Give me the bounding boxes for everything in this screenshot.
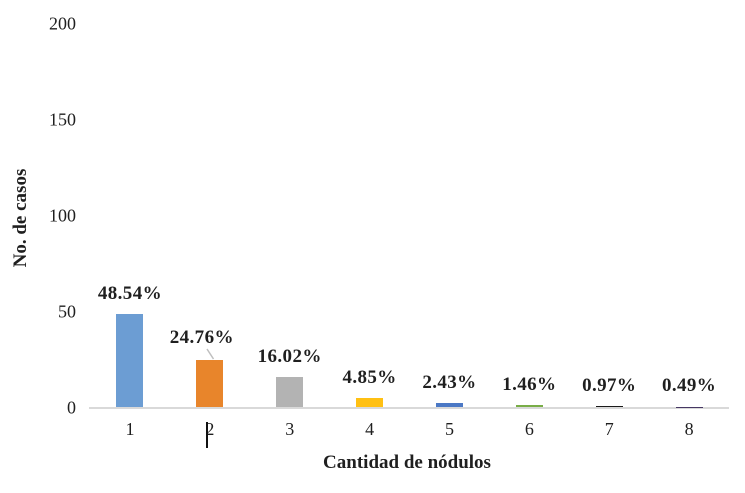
bar-data-label: 0.97%: [582, 374, 637, 396]
bar-category-8: [675, 406, 703, 408]
y-tick-label: 200: [49, 13, 76, 33]
bar-category-7: [595, 405, 623, 408]
bar-category-5: [435, 402, 463, 408]
bar-data-label: 4.85%: [342, 367, 397, 389]
x-tick-label: 6: [524, 419, 534, 439]
bar-data-label: 1.46%: [502, 373, 557, 395]
x-tick-label: 4: [365, 419, 375, 439]
y-tick-label: 50: [58, 301, 76, 321]
x-tick-label: 2: [205, 419, 215, 439]
bar-category-2: [196, 359, 224, 408]
bar-category-4: [356, 398, 384, 408]
bar-category-1: [116, 314, 144, 408]
y-tick-label: 100: [49, 205, 76, 225]
y-axis-title: No. de casos: [10, 168, 31, 268]
bar-data-label: 16.02%: [257, 345, 322, 367]
y-tick-label: 0: [67, 397, 76, 417]
bar-data-label: 48.54%: [97, 283, 163, 305]
x-tick-label: 8: [684, 419, 694, 439]
x-axis-title: Cantidad de nódulos: [323, 452, 491, 473]
bar-category-3: [276, 376, 304, 408]
x-tick-label: 1: [125, 419, 135, 439]
bar-category-6: [515, 404, 543, 408]
bar-data-label: 0.49%: [661, 375, 717, 396]
x-tick-label: 3: [285, 419, 295, 439]
bar-data-label: 24.76%: [169, 327, 234, 348]
x-tick-label: 5: [444, 419, 454, 439]
text-cursor-artifact: [206, 422, 208, 448]
bar-data-label: 2.43%: [422, 371, 477, 393]
x-axis-line: [89, 407, 729, 409]
y-tick-label: 150: [49, 109, 76, 129]
x-tick-label: 7: [604, 419, 614, 439]
